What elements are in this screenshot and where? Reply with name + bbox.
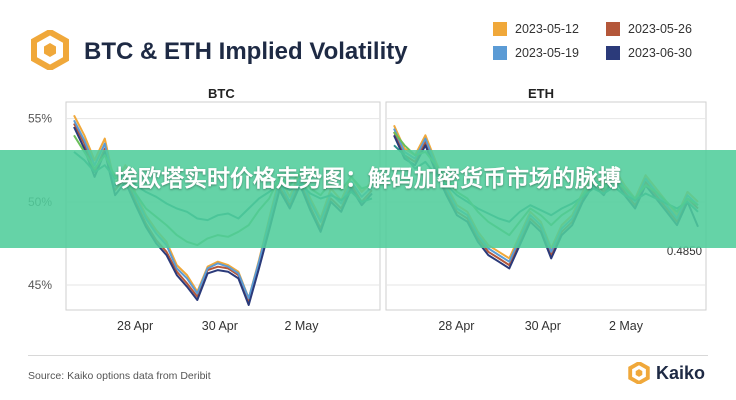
chart-title: BTC & ETH Implied Volatility <box>84 38 408 65</box>
x-tick-label: 28 Apr <box>117 319 153 333</box>
legend-item: 2023-05-26 <box>606 22 692 36</box>
x-tick-label: 30 Apr <box>525 319 561 333</box>
kaiko-brand-name: Kaiko <box>656 362 706 383</box>
x-tick-label: 2 May <box>284 319 319 333</box>
x-tick-label: 28 Apr <box>438 319 474 333</box>
legend-swatch <box>606 46 620 60</box>
headline-banner <box>0 150 736 248</box>
legend-item: 2023-06-30 <box>606 46 692 60</box>
headline-banner-text: 埃欧塔实时价格走势图：解码加密货币市场的脉搏 <box>115 165 621 191</box>
legend-item: 2023-05-19 <box>493 46 579 60</box>
btc-panel-title: BTC <box>208 86 235 101</box>
legend-label: 2023-06-30 <box>628 46 692 60</box>
value-annotation: 0.4850 <box>667 246 702 258</box>
legend-item: 2023-05-12 <box>493 22 579 36</box>
eth-panel-title: ETH <box>528 86 554 101</box>
x-tick-label: 2 May <box>609 319 644 333</box>
kaiko-brand: Kaiko <box>628 362 705 384</box>
legend-label: 2023-05-19 <box>515 46 579 60</box>
x-tick-label: 30 Apr <box>202 319 238 333</box>
y-tick-label: 45% <box>28 278 52 292</box>
legend-swatch <box>493 22 507 36</box>
legend-swatch <box>606 22 620 36</box>
legend-label: 2023-05-26 <box>628 22 692 36</box>
kaiko-brand-icon <box>628 362 650 384</box>
source-note: Source: Kaiko options data from Deribit <box>28 370 211 382</box>
footer-divider <box>28 355 708 356</box>
kaiko-logo-icon <box>31 30 69 70</box>
legend-label: 2023-05-12 <box>515 22 579 36</box>
legend-swatch <box>493 46 507 60</box>
y-tick-label: 55% <box>28 112 52 126</box>
